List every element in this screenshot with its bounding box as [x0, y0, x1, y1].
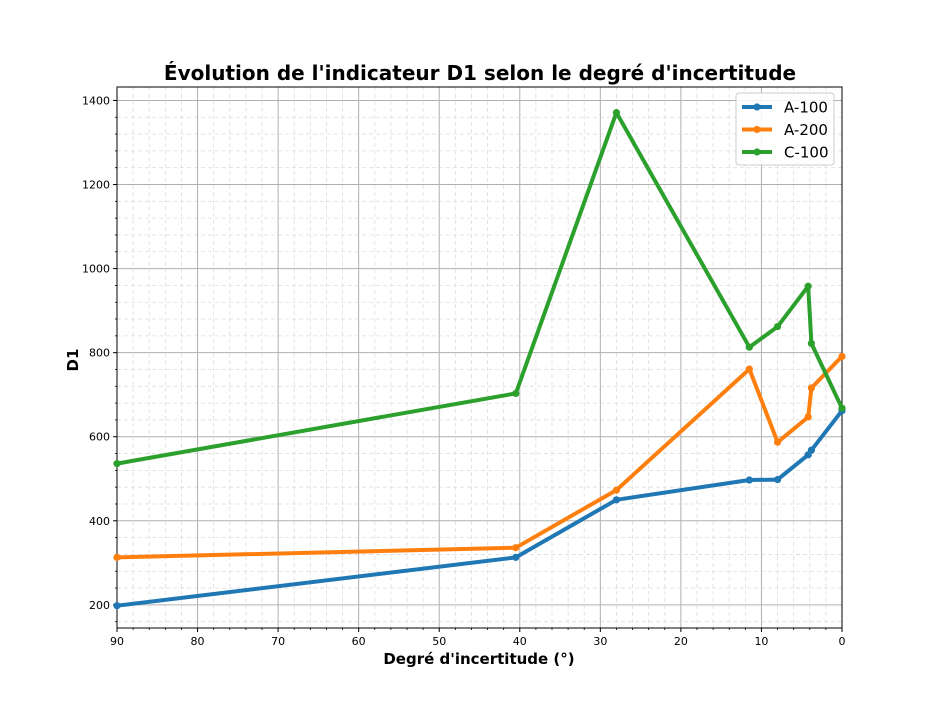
data-point-c-100 [613, 109, 620, 116]
y-tick-label: 400 [89, 515, 110, 528]
y-axis-label: D1 [64, 349, 82, 372]
data-point-c-100 [838, 405, 845, 412]
data-point-c-100 [113, 460, 120, 467]
legend-label-a-100: A-100 [784, 99, 828, 117]
data-point-a-200 [808, 384, 815, 391]
data-point-c-100 [774, 323, 781, 330]
x-tick-label: 30 [593, 635, 607, 648]
data-point-a-200 [746, 365, 753, 372]
data-point-a-100 [613, 496, 620, 503]
x-tick-label: 20 [674, 635, 688, 648]
data-point-a-200 [512, 544, 519, 551]
legend: A-100 A-200 C-100 [736, 93, 834, 165]
data-point-a-200 [805, 413, 812, 420]
data-point-a-100 [113, 602, 120, 609]
y-tick-label: 600 [89, 431, 110, 444]
y-tick-label: 200 [89, 599, 110, 612]
data-point-a-100 [512, 554, 519, 561]
data-point-a-100 [808, 447, 815, 454]
data-point-a-200 [613, 487, 620, 494]
legend-marker-a-200 [753, 126, 760, 133]
data-point-a-200 [774, 439, 781, 446]
data-point-c-100 [808, 340, 815, 347]
y-tick-label: 1200 [82, 179, 110, 192]
data-point-c-100 [512, 390, 519, 397]
data-point-a-200 [838, 353, 845, 360]
x-axis-label: Degré d'incertitude (°) [383, 650, 574, 668]
data-point-a-100 [774, 476, 781, 483]
data-point-c-100 [805, 283, 812, 290]
data-point-a-200 [113, 554, 120, 561]
data-point-c-100 [746, 344, 753, 351]
x-tick-label: 90 [110, 635, 124, 648]
x-tick-label: 70 [271, 635, 285, 648]
x-tick-label: 10 [754, 635, 768, 648]
x-tick-label: 40 [513, 635, 527, 648]
y-tick-label: 1400 [82, 94, 110, 107]
legend-label-a-200: A-200 [784, 121, 828, 139]
x-tick-label: 60 [352, 635, 366, 648]
chart-title: Évolution de l'indicateur D1 selon le de… [164, 61, 796, 85]
legend-label-c-100: C-100 [784, 144, 829, 162]
legend-marker-a-100 [753, 103, 760, 110]
x-tick-label: 80 [191, 635, 205, 648]
y-tick-label: 1000 [82, 263, 110, 276]
data-point-a-100 [746, 476, 753, 483]
x-tick-label: 0 [839, 635, 846, 648]
x-tick-label: 50 [432, 635, 446, 648]
y-tick-label: 800 [89, 347, 110, 360]
legend-marker-c-100 [753, 148, 760, 155]
